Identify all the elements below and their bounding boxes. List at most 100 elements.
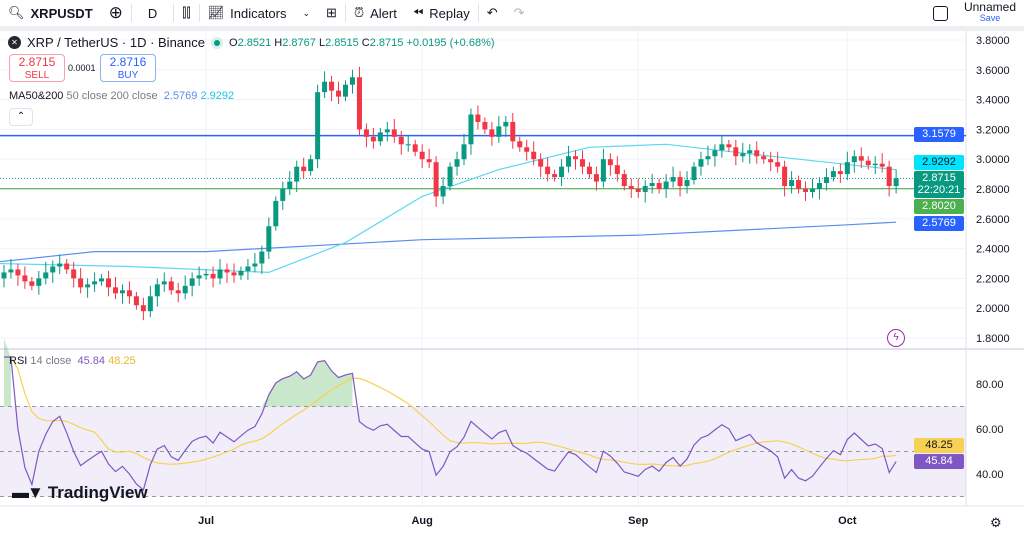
candle-up xyxy=(50,266,56,273)
tradingview-logo: ▬▼ TradingView xyxy=(12,483,148,502)
candle-up xyxy=(266,226,272,252)
rsi-axis-label: 60.00 xyxy=(976,424,1004,436)
candle-up xyxy=(308,159,314,172)
rsi-overbought-fill xyxy=(268,382,276,407)
toolbar-divider xyxy=(0,26,1024,31)
sell-button[interactable]: 2.8715 SELL xyxy=(9,54,65,82)
ma200-price-tag: 2.5769 xyxy=(914,216,964,231)
rsi-overbought-fill xyxy=(282,376,290,407)
candle-up xyxy=(273,200,279,227)
candle-down xyxy=(677,177,683,187)
candle-up xyxy=(747,150,753,154)
candle-up xyxy=(36,278,42,286)
candle-up xyxy=(287,181,293,189)
candle-up xyxy=(440,186,446,197)
ma-legend[interactable]: MA50&200 50 close 200 close 2.5769 2.929… xyxy=(9,90,235,102)
candle-down xyxy=(573,156,579,160)
candle-up xyxy=(740,153,746,157)
rsi-overbought-fill xyxy=(324,360,332,407)
candle-down xyxy=(879,163,885,167)
ohlc-values: O2.8521 H2.8767 L2.8515 C2.8715 +0.0195 … xyxy=(229,36,495,49)
square-icon xyxy=(932,5,948,21)
time-axis-label: Oct xyxy=(838,515,857,527)
settings-icon[interactable]: ⚙︎ xyxy=(990,515,1002,530)
candle-down xyxy=(775,162,781,167)
price-chart[interactable]: 3.8000 3.6000 3.4000 3.2000 3.0000 2.8000 2.60… xyxy=(0,31,1024,534)
candle-up xyxy=(322,81,328,93)
rsi-overbought-fill xyxy=(310,361,318,407)
price-axis-label: 3.4000 xyxy=(976,95,1010,107)
rsi-overbought-fill xyxy=(296,371,304,407)
candle-down xyxy=(733,147,739,157)
fullscreen-button[interactable] xyxy=(925,0,956,26)
candle-down xyxy=(768,159,774,163)
divider xyxy=(477,4,479,22)
candle-up xyxy=(559,166,565,178)
candle-up xyxy=(670,177,676,182)
candle-down xyxy=(419,151,425,160)
candle-down xyxy=(517,141,523,148)
alert-button[interactable]: ⏰︎ Alert xyxy=(353,5,397,21)
candle-up xyxy=(823,177,829,184)
candle-up xyxy=(566,156,572,167)
candle-down xyxy=(22,275,28,282)
candle-down xyxy=(168,281,174,291)
indicators-icon: 📈︎ xyxy=(207,5,225,20)
candle-up xyxy=(454,159,460,167)
replay-button[interactable]: ⏪︎ Replay xyxy=(412,5,470,21)
candle-down xyxy=(433,162,439,197)
lightning-icon[interactable]: ϟ xyxy=(887,329,905,347)
candle-down xyxy=(126,290,132,297)
redo-button[interactable]: ↷ xyxy=(506,0,533,26)
price-axis-label: 3.8000 xyxy=(976,35,1010,47)
candle-up xyxy=(712,150,718,157)
candle-up xyxy=(447,166,453,187)
candle-down xyxy=(607,159,613,166)
collapse-legend-button[interactable]: ⌃ xyxy=(9,108,33,126)
candle-up xyxy=(92,281,98,285)
candle-down xyxy=(803,189,809,192)
rsi-overbought-fill xyxy=(331,370,339,407)
candle-down xyxy=(754,150,760,157)
candle-up xyxy=(343,84,348,97)
search-icon: 🔍︎ xyxy=(8,5,25,20)
candle-down xyxy=(510,121,516,142)
ma200-line xyxy=(0,221,897,263)
candle-up xyxy=(315,92,321,160)
candle-up xyxy=(182,285,188,294)
rsi-ma-line xyxy=(4,356,897,467)
time-axis-label: Jul xyxy=(198,515,214,527)
candle-up xyxy=(691,166,697,181)
plus-circle-icon: ⊕ xyxy=(108,3,123,22)
support-price-tag: 2.8020 xyxy=(914,199,964,214)
symbol-search-button[interactable]: 🔍︎ XRPUSDT xyxy=(8,5,93,21)
candle-up xyxy=(154,284,160,297)
candle-up xyxy=(600,159,606,182)
candle-down xyxy=(133,296,139,306)
rsi-overbought-fill xyxy=(338,374,346,407)
candle-down xyxy=(106,278,112,288)
compare-button[interactable]: ⊕ xyxy=(101,0,131,26)
candle-down xyxy=(865,160,871,166)
candle-up xyxy=(649,183,655,187)
price-axis-label: 2.6000 xyxy=(976,214,1010,226)
candle-up xyxy=(99,278,105,282)
candle-up xyxy=(259,251,265,264)
indicators-button[interactable]: 📈︎ Indicators ⌄ xyxy=(207,5,311,21)
divider xyxy=(344,4,346,22)
rsi-legend[interactable]: RSI 14 close 45.84 48.25 xyxy=(9,355,136,367)
rsi-overbought-fill xyxy=(275,378,283,407)
undo-button[interactable]: ↶ xyxy=(479,0,506,26)
interval-button[interactable]: D xyxy=(147,5,158,21)
candle-down xyxy=(370,136,376,142)
candle-up xyxy=(1,272,7,279)
candle-up xyxy=(830,171,836,178)
candle-down xyxy=(858,156,864,161)
candle-down xyxy=(363,129,369,137)
candle-down xyxy=(224,269,230,273)
buy-button[interactable]: 2.8716 BUY xyxy=(100,54,156,82)
chart-type-button[interactable]: ⫿⫿ xyxy=(174,0,198,26)
layout-save-button[interactable]: Unnamed Save xyxy=(963,0,1016,23)
candle-up xyxy=(85,284,91,288)
templates-button[interactable]: ⊞ xyxy=(318,0,345,26)
